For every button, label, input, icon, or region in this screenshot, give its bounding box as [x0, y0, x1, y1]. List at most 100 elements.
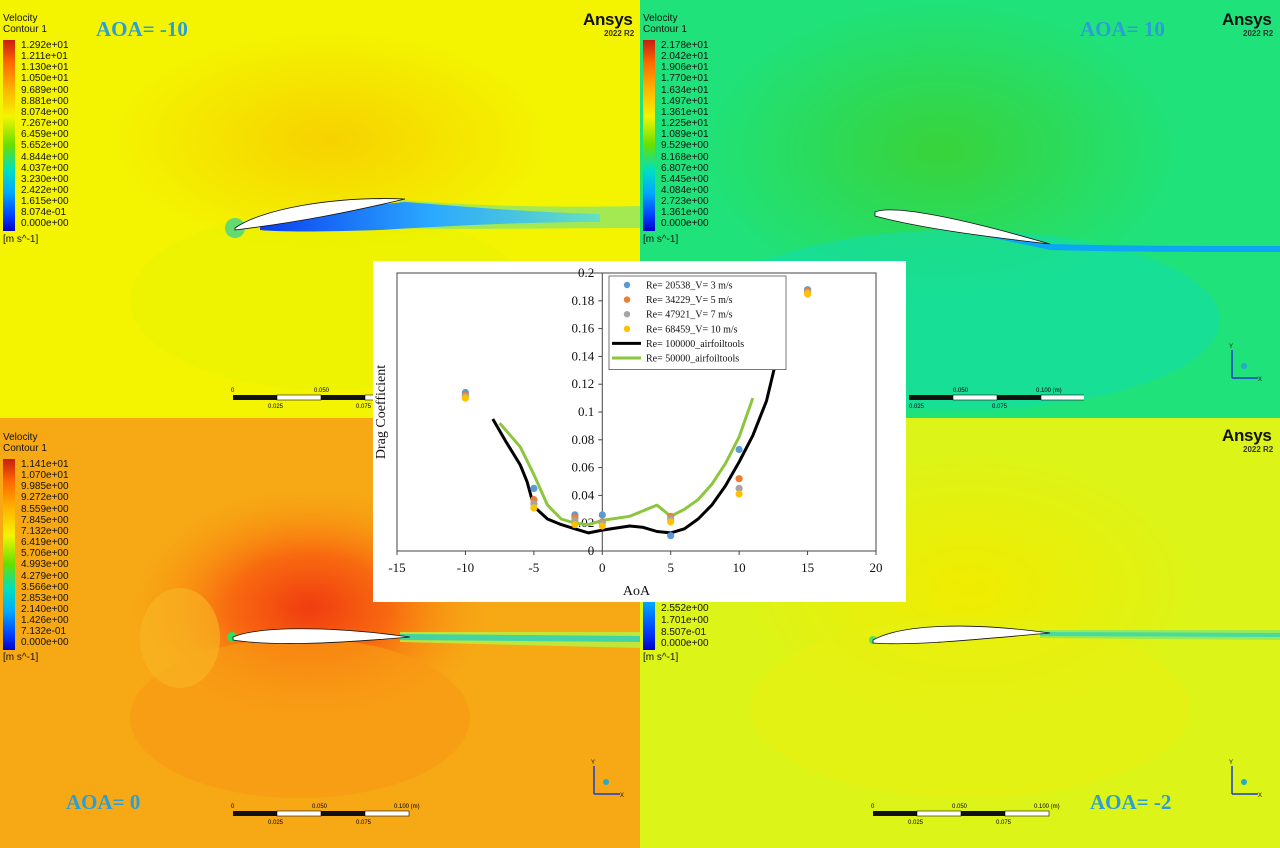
x-tick-label: 10 — [733, 560, 746, 575]
legend-value: 1.426e+00 — [21, 615, 69, 627]
aoa-label: AOA= -2 — [1090, 790, 1172, 814]
data-point — [571, 521, 579, 529]
scale-label: 0.075 — [996, 820, 1012, 826]
legend-value: 7.132e+00 — [21, 525, 69, 537]
color-scale-bar — [3, 459, 15, 650]
series-line — [498, 397, 755, 527]
ansys-version: 2022 R2 — [1243, 29, 1274, 38]
legend-value: 1.361e+00 — [661, 207, 709, 219]
legend-value: 7.845e+00 — [21, 514, 69, 526]
scale-label: 0 — [871, 804, 875, 810]
legend-value: 1.292e+01 — [21, 40, 69, 51]
data-point — [667, 532, 675, 540]
legend-value: 9.272e+00 — [21, 492, 69, 504]
aoa-label: AOA= -10 — [96, 17, 188, 41]
legend-value: 1.361e+01 — [661, 106, 709, 118]
legend-value: 5.445e+00 — [661, 173, 709, 185]
scale-label: 0.050 — [312, 804, 328, 810]
data-point — [667, 518, 675, 526]
legend-value: 4.084e+00 — [661, 184, 709, 196]
data-point — [598, 522, 606, 530]
legend-label: Re= 34229_V= 5 m/s — [646, 295, 733, 306]
legend-value: 4.037e+00 — [21, 162, 69, 174]
y-tick-label: 0.06 — [572, 460, 595, 475]
y-tick-label: 0.14 — [572, 348, 595, 363]
legend-value: 1.211e+01 — [21, 51, 68, 63]
x-tick-label: -10 — [457, 560, 474, 575]
scale-label: 0.025 — [909, 404, 925, 410]
y-tick-label: 0.1 — [578, 404, 594, 419]
legend-label: Re= 20538_V= 3 m/s — [646, 281, 733, 292]
legend-value: 1.050e+01 — [21, 73, 69, 85]
scale-label: 0.050 — [952, 804, 968, 810]
legend-value: 2.552e+00 — [661, 603, 709, 614]
legend-title: Velocity Contour 1 — [3, 13, 47, 35]
contour-panel-aoa-minus-10: AOA= -10 Ansys 2022 R2 Velocity Contour 1… — [0, 0, 640, 418]
legend-value: 1.130e+01 — [21, 62, 69, 74]
legend-unit: [m s^-1] — [3, 234, 39, 245]
legend-value: 1.225e+01 — [661, 118, 709, 130]
svg-text:X: X — [1258, 793, 1262, 798]
legend-unit: [m s^-1] — [643, 234, 679, 245]
scale-label: 0.075 — [992, 404, 1008, 410]
y-tick-label: 0.16 — [572, 321, 595, 336]
axis-triad-icon: YX — [591, 760, 624, 798]
scale-label: 0.025 — [268, 404, 284, 410]
color-scale-bar — [643, 602, 655, 650]
legend-marker — [623, 281, 631, 289]
legend-value: 1.701e+00 — [661, 614, 709, 626]
legend-value: 9.689e+00 — [21, 84, 69, 96]
legend-value: 0.000e+00 — [21, 637, 69, 649]
legend-label: Re= 100000_airfoiltools — [646, 339, 744, 350]
scale-bar: 0 0.050 0.100 (m) 0.025 0.075 — [231, 804, 420, 826]
legend-value: 1.634e+01 — [661, 84, 709, 96]
legend-value: 6.459e+00 — [21, 129, 69, 141]
data-point — [735, 490, 743, 498]
legend-value: 1.497e+01 — [661, 95, 709, 107]
aoa-label: AOA= 10 — [1080, 17, 1165, 41]
color-scale-bar — [643, 40, 655, 231]
chart-canvas: 00.020.040.060.080.10.120.140.160.180.2 … — [374, 265, 883, 599]
scale-bar: 0.050 0.100 (m) 0.025 0.075 — [909, 388, 1084, 410]
legend-value: 4.279e+00 — [21, 570, 69, 582]
series-line — [491, 343, 782, 535]
legend-label: Re= 47921_V= 7 m/s — [646, 310, 733, 321]
data-point — [598, 511, 606, 519]
legend-marker — [623, 296, 631, 303]
x-tick-label: -15 — [388, 560, 405, 575]
legend-value: 8.074e-01 — [21, 207, 67, 219]
legend-value: 6.419e+00 — [21, 537, 69, 549]
x-axis-label: AoA — [623, 584, 651, 599]
legend-box — [608, 275, 787, 370]
y-tick-label: 0.18 — [572, 293, 595, 308]
legend-value: 5.706e+00 — [21, 548, 69, 560]
ansys-logo: Ansys — [583, 10, 633, 29]
legend-value: 2.140e+00 — [21, 603, 69, 615]
legend-title: Velocity Contour 1 — [643, 13, 687, 35]
legend-value: 1.770e+01 — [661, 73, 709, 85]
data-point — [735, 475, 743, 483]
ansys-version: 2022 R2 — [604, 29, 635, 38]
ansys-logo: Ansys — [1222, 10, 1272, 29]
scale-bar: 0 0.050 0.100 (m) 0.025 0.075 — [871, 804, 1060, 826]
legend-value: 7.132e-01 — [21, 626, 67, 638]
legend-value: 8.168e+00 — [661, 151, 709, 163]
legend-label: Re= 50000_airfoiltools — [646, 354, 739, 365]
data-point — [461, 394, 469, 402]
scale-label: 0 — [231, 804, 235, 810]
x-tick-label: 15 — [801, 560, 814, 575]
y-tick-label: 0.2 — [578, 265, 594, 280]
y-tick-label: 0.08 — [572, 432, 595, 447]
scale-label: 0.100 (m) — [1036, 388, 1062, 394]
data-point — [804, 290, 812, 298]
legend-marker — [623, 311, 631, 318]
legend-value: 4.993e+00 — [21, 559, 69, 571]
svg-text:Y: Y — [591, 760, 595, 766]
legend-value: 1.089e+01 — [661, 129, 709, 141]
legend-unit: [m s^-1] — [643, 652, 679, 663]
scale-label: 0.100 (m) — [1034, 804, 1060, 810]
x-tick-label: -5 — [528, 560, 539, 575]
contour-panel-aoa-0: AOA= 0 Velocity Contour 1 1.141e+01 1.070e… — [0, 418, 640, 848]
scale-label: 0 — [231, 388, 235, 394]
x-tick-label: 20 — [870, 560, 883, 575]
